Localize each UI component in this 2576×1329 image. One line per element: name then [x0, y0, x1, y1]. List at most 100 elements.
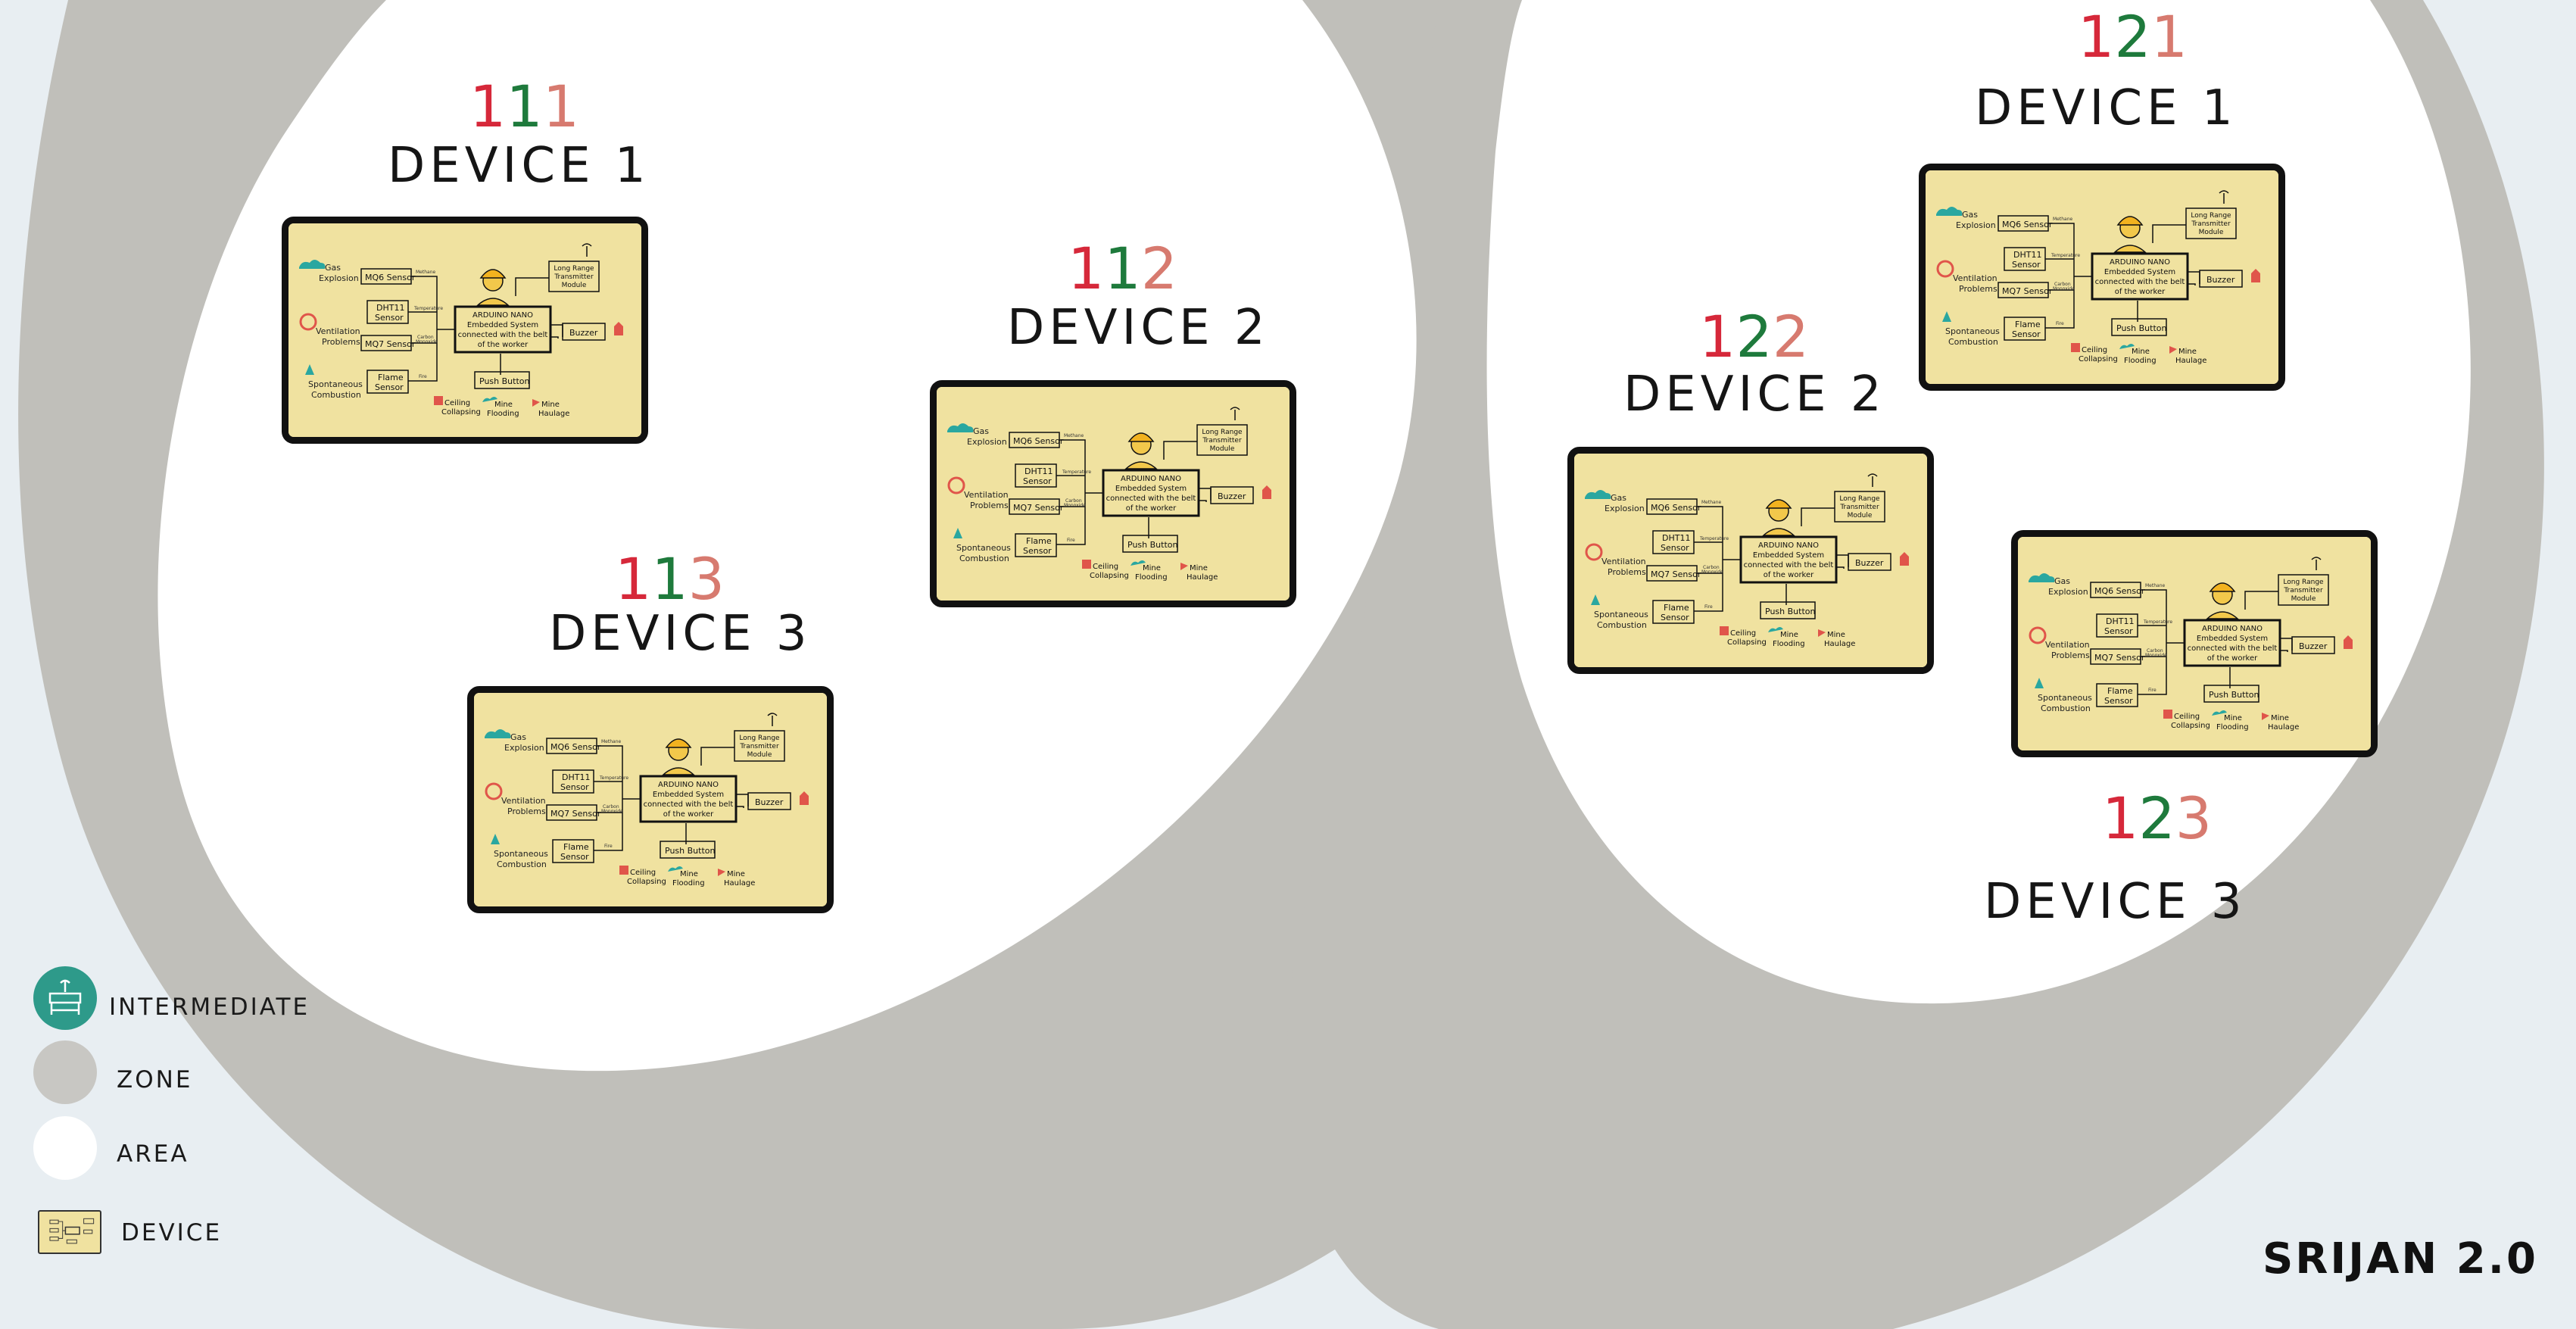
schematic-text-monoxide: Monoxide	[1701, 569, 1723, 575]
schematic-text-problems: Problems	[2051, 650, 2090, 660]
device-code-112: 112	[1068, 235, 1178, 302]
schematic-text-collapsing: Collapsing	[441, 408, 481, 416]
schematic-text-dht11: DHT11	[2106, 616, 2134, 626]
schematic-text-push: Push Button	[665, 846, 715, 856]
schematic-text-mine: Mine	[1143, 564, 1161, 572]
schematic-text-haulage: Haulage	[538, 410, 569, 418]
schematic-text-gas: Gas	[510, 732, 526, 742]
device-card-121[interactable]: Gas Explosion Ventilation Problems Spont…	[1919, 164, 2285, 391]
schematic-text-sensor: Sensor	[2012, 260, 2041, 270]
schematic-text-carbon: Carbon	[603, 804, 619, 810]
schematic-text-lr-3: Module	[2291, 595, 2316, 603]
schematic-text-flooding: Flooding	[1135, 573, 1168, 582]
schematic-text-mq7: MQ7 Sensor	[365, 339, 416, 349]
device-label-122: DEVICE 2	[1623, 367, 1886, 423]
schematic-text-mq7: MQ7 Sensor	[1651, 569, 1701, 579]
schematic-text-push: Push Button	[2209, 690, 2259, 700]
schematic-text-lr-1: Long Range	[2191, 212, 2231, 220]
schematic-text-dht11: DHT11	[1024, 466, 1053, 476]
device-card-111[interactable]: Gas Explosion Ventilation Problems Spont…	[282, 217, 648, 444]
schematic-text-sensor: Sensor	[375, 382, 404, 392]
schematic-text-arduino-3: connected with the belt	[458, 331, 548, 339]
schematic-text-problems: Problems	[322, 337, 360, 347]
schematic-text-gas: Gas	[973, 426, 989, 436]
schematic-text-collapsing: Collapsing	[2079, 355, 2118, 363]
schematic-text-push: Push Button	[2116, 323, 2166, 333]
schematic-text-lr-1: Long Range	[739, 735, 780, 742]
schematic-text-lr-1: Long Range	[1839, 495, 1880, 503]
schematic-text-spontaneous: Spontaneous	[1945, 326, 2000, 336]
device-code-122: 122	[1699, 303, 1810, 370]
schematic-text-temperature: Temperature	[2051, 253, 2080, 258]
schematic-text-lr-2: Transmitter	[2191, 220, 2231, 228]
schematic-text-flame: Flame	[1026, 536, 1052, 546]
schematic-text-ceiling: Ceiling	[444, 399, 470, 407]
device-card-112[interactable]: Gas Explosion Ventilation Problems Spont…	[930, 380, 1296, 607]
schematic-text-sensor: Sensor	[2104, 696, 2133, 706]
schematic-text-combustion: Combustion	[1597, 620, 1647, 630]
schematic-text-monoxide: Monoxide	[416, 339, 438, 345]
schematic-text-arduino-3: connected with the belt	[1106, 494, 1196, 503]
schematic-text-mq6: MQ6 Sensor	[365, 273, 416, 282]
schematic-text-combustion: Combustion	[497, 859, 547, 869]
schematic-text-haulage: Haulage	[1187, 573, 1218, 582]
schematic-text-arduino-1: ARDUINO NANO	[472, 311, 533, 320]
schematic-text-methane: Methane	[1701, 500, 1722, 505]
schematic-text-arduino-2: Embedded System	[1115, 485, 1187, 493]
schematic-text-lr-2: Transmitter	[1839, 504, 1879, 511]
schematic-text-ventilation: Ventilation	[964, 490, 1009, 500]
schematic-text-sensor: Sensor	[1023, 476, 1052, 486]
schematic-text-temperature: Temperature	[2143, 619, 2172, 625]
schematic-text-methane: Methane	[2053, 217, 2073, 222]
schematic-text-ceiling: Ceiling	[1093, 563, 1118, 571]
schematic-text-dht11: DHT11	[562, 772, 590, 782]
device-label-112: DEVICE 2	[1007, 300, 1270, 356]
schematic-text-gas: Gas	[2054, 576, 2070, 586]
schematic-text-arduino-3: connected with the belt	[644, 800, 734, 809]
schematic-text-arduino-4: of the worker	[2207, 654, 2258, 663]
schematic-text-fire: Fire	[1067, 538, 1075, 543]
schematic-text-ventilation: Ventilation	[1601, 557, 1646, 566]
schematic-text-spontaneous: Spontaneous	[1594, 610, 1648, 619]
device-card-122[interactable]: Gas Explosion Ventilation Problems Spont…	[1567, 447, 1934, 674]
schematic-text-flooding: Flooding	[1773, 640, 1805, 648]
schematic-text-lr-3: Module	[1210, 445, 1235, 453]
device-card-113[interactable]: Gas Explosion Ventilation Problems Spont…	[467, 686, 834, 913]
schematic-text-combustion: Combustion	[311, 390, 361, 400]
schematic-text-mine: Mine	[1780, 631, 1798, 639]
schematic-text-arduino-1: ARDUINO NANO	[2202, 625, 2263, 633]
schematic-text-fire: Fire	[604, 844, 613, 849]
schematic-text-mine: Mine	[680, 870, 698, 878]
schematic-text-arduino-1: ARDUINO NANO	[1121, 475, 1181, 483]
schematic-text-carbon: Carbon	[417, 335, 434, 340]
schematic-text-lr-2: Transmitter	[1202, 437, 1242, 445]
legend-label-device: DEVICE	[121, 1219, 223, 1246]
schematic-text-combustion: Combustion	[959, 554, 1009, 563]
schematic-text-buzzer: Buzzer	[2299, 641, 2328, 651]
schematic-text-sensor: Sensor	[560, 782, 589, 792]
schematic-text-collapsing: Collapsing	[1727, 638, 1767, 647]
schematic-text-flooding: Flooding	[672, 879, 705, 888]
schematic-text-sensor: Sensor	[375, 313, 404, 323]
schematic-text-arduino-4: of the worker	[663, 810, 714, 819]
schematic-text-dht11: DHT11	[1662, 533, 1690, 543]
schematic-text-carbon: Carbon	[2054, 282, 2071, 287]
schematic-text-ventilation: Ventilation	[1953, 273, 1997, 283]
schematic-text-arduino-2: Embedded System	[2197, 635, 2268, 643]
schematic-text-spontaneous: Spontaneous	[956, 543, 1011, 553]
schematic-text-gas: Gas	[1962, 210, 1978, 220]
schematic-text-problems: Problems	[507, 806, 546, 816]
schematic-text-buzzer: Buzzer	[1218, 491, 1246, 501]
schematic-text-combustion: Combustion	[2041, 703, 2091, 713]
schematic-text-arduino-4: of the worker	[2115, 288, 2166, 296]
schematic-text-arduino-3: connected with the belt	[2188, 644, 2278, 653]
schematic-text-temperature: Temperature	[413, 306, 443, 311]
legend-label-zone: ZONE	[117, 1066, 193, 1093]
device-card-123[interactable]: Gas Explosion Ventilation Problems Spont…	[2011, 530, 2378, 757]
schematic-text-sensor: Sensor	[1661, 613, 1689, 622]
schematic-text-flooding: Flooding	[487, 410, 519, 418]
schematic-text-lr-2: Transmitter	[2283, 587, 2323, 594]
schematic-text-sensor: Sensor	[1023, 546, 1052, 556]
schematic-text-fire: Fire	[1704, 604, 1713, 610]
schematic-text-explosion: Explosion	[967, 437, 1007, 447]
